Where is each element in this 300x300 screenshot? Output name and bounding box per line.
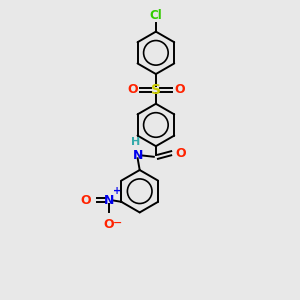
- Text: O: O: [81, 194, 91, 207]
- Text: −: −: [113, 218, 122, 227]
- Text: S: S: [151, 82, 161, 97]
- Text: Cl: Cl: [149, 9, 162, 22]
- Text: O: O: [127, 83, 138, 96]
- Text: O: O: [104, 218, 114, 231]
- Text: O: O: [176, 147, 186, 160]
- Text: +: +: [112, 186, 121, 196]
- Text: N: N: [132, 149, 143, 162]
- Text: H: H: [131, 137, 140, 147]
- Text: N: N: [104, 194, 114, 207]
- Text: O: O: [174, 83, 185, 96]
